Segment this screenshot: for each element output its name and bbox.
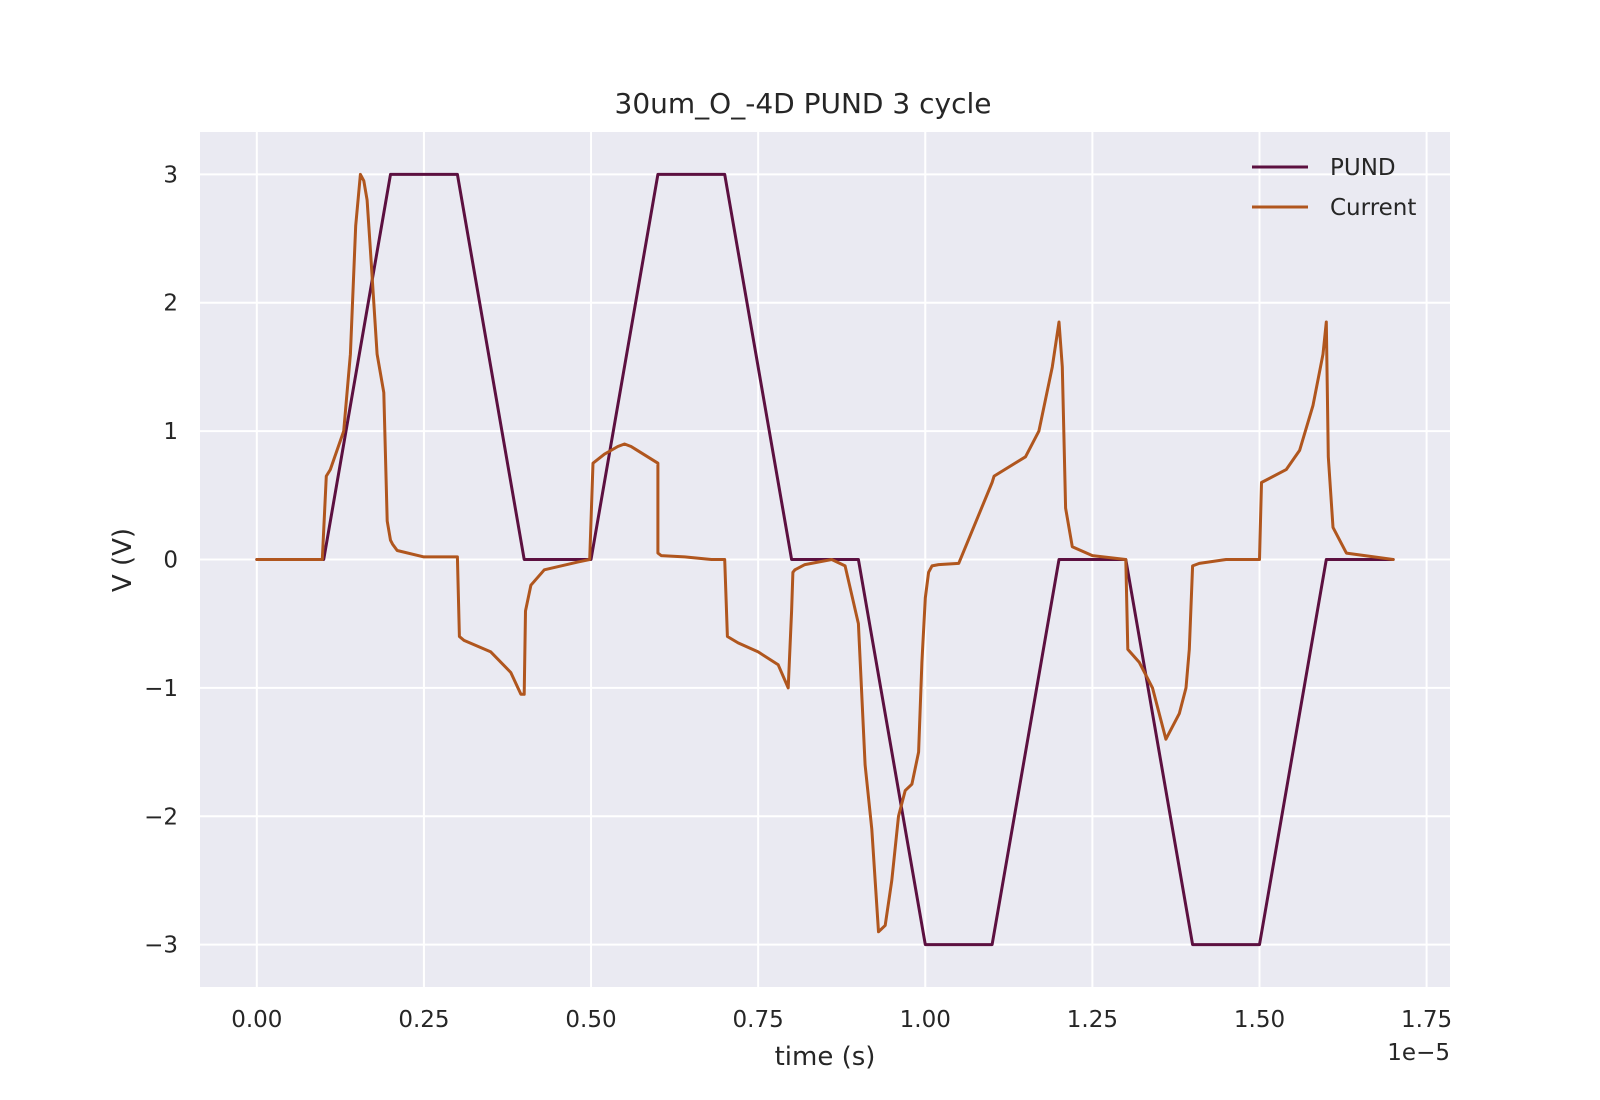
y-tick-label: −2: [144, 804, 178, 830]
x-tick-label: 1.75: [1401, 1007, 1452, 1033]
y-axis-label: V (V): [108, 528, 138, 592]
x-tick-label: 0.50: [565, 1007, 616, 1033]
x-tick-label: 0.00: [231, 1007, 282, 1033]
x-tick-label: 1.50: [1234, 1007, 1285, 1033]
legend: PUND Current: [1252, 155, 1416, 221]
grid-lines: [200, 132, 1450, 987]
y-tick-label: −3: [144, 933, 178, 959]
x-tick-label: 0.75: [733, 1007, 784, 1033]
x-tick-label: 0.25: [398, 1007, 449, 1033]
x-axis-offset-label: 1e−5: [1387, 1040, 1450, 1066]
y-tick-label: 3: [163, 162, 178, 188]
y-tick-label: 2: [163, 291, 178, 317]
x-axis-label: time (s): [775, 1042, 876, 1072]
y-tick-label: 0: [163, 548, 178, 574]
x-tick-label: 1.25: [1067, 1007, 1118, 1033]
chart-title: 30um_O_-4D PUND 3 cycle: [615, 87, 992, 120]
x-tick-labels: 0.00 0.25 0.50 0.75 1.00 1.25 1.50 1.75: [231, 1007, 1452, 1033]
x-tick-label: 1.00: [900, 1007, 951, 1033]
y-tick-labels: −3 −2 −1 0 1 2 3: [144, 162, 178, 958]
y-tick-label: −1: [144, 676, 178, 702]
series-lines: [255, 172, 1395, 947]
y-tick-label: 1: [163, 419, 178, 445]
legend-label-current: Current: [1330, 195, 1416, 221]
legend-label-pund: PUND: [1330, 155, 1396, 181]
series-line-current: [255, 172, 1395, 934]
